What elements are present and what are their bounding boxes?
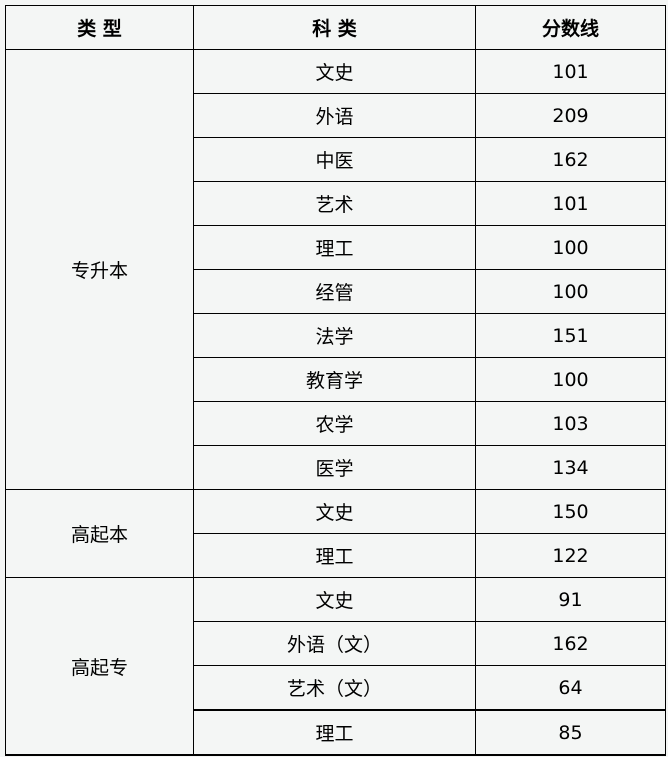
subject-cell: 经管: [193, 269, 476, 314]
subject-cell: 医学: [193, 445, 476, 490]
subject-cell: 中医: [193, 137, 476, 182]
score-cell: 85: [475, 709, 666, 756]
score-cell: 151: [475, 313, 666, 358]
score-cell: 64: [475, 665, 666, 711]
subject-cell: 理工: [193, 709, 476, 756]
type-cell: 高起本: [5, 489, 194, 578]
score-cell: 209: [475, 93, 666, 138]
score-cell: 91: [475, 577, 666, 622]
subject-cell: 文史: [193, 577, 476, 622]
table-row: 法学 151: [6, 313, 666, 358]
table-row: 外语 209: [6, 93, 666, 138]
header-subject: 科 类: [193, 5, 476, 50]
score-cell: 103: [475, 401, 666, 446]
score-cell: 100: [475, 269, 666, 314]
score-cell: 101: [475, 49, 666, 94]
subject-cell: 艺术: [193, 181, 476, 226]
score-cell: 122: [475, 533, 666, 578]
subject-cell: 理工: [193, 533, 476, 578]
score-cell: 150: [475, 489, 666, 534]
subject-cell: 艺术（文）: [193, 665, 476, 711]
type-cell: 高起专: [5, 577, 194, 756]
table-row: 艺术（文） 64: [6, 665, 666, 711]
subject-cell: 外语: [193, 93, 476, 138]
score-table: 类 型 科 类 分数线 专升本 文史 101 外语 209 中医 162 艺术 101 理工 100…: [5, 5, 666, 756]
table-row: 理工 100: [6, 225, 666, 270]
header-row: 类 型 科 类 分数线: [5, 5, 666, 50]
type-cell: 专升本: [5, 49, 194, 490]
table-row: 农学 103: [6, 401, 666, 446]
table-row: 高起本 文史 150: [5, 489, 666, 578]
header-type: 类 型: [5, 5, 194, 50]
score-cell: 162: [475, 621, 666, 666]
score-cell: 100: [475, 357, 666, 402]
subject-cell: 教育学: [193, 357, 476, 402]
score-cell: 101: [475, 181, 666, 226]
subject-cell: 农学: [193, 401, 476, 446]
score-cell: 134: [475, 445, 666, 490]
table-row: 高起专 文史 91: [5, 577, 666, 756]
table-row: 理工 122: [6, 533, 666, 578]
table-row: 专升本 文史 101: [5, 49, 666, 490]
subject-cell: 文史: [193, 49, 476, 94]
subject-cell: 理工: [193, 225, 476, 270]
table-row: 医学 134: [6, 445, 666, 490]
score-cell: 100: [475, 225, 666, 270]
table-row: 理工 85: [6, 709, 666, 756]
header-score: 分数线: [475, 5, 666, 50]
score-cell: 162: [475, 137, 666, 182]
table-row: 中医 162: [6, 137, 666, 182]
table-row: 外语（文） 162: [6, 621, 666, 666]
table-row: 经管 100: [6, 269, 666, 314]
table-row: 教育学 100: [6, 357, 666, 402]
subject-cell: 外语（文）: [193, 621, 476, 666]
subject-cell: 文史: [193, 489, 476, 534]
subject-cell: 法学: [193, 313, 476, 358]
table-row: 艺术 101: [6, 181, 666, 226]
